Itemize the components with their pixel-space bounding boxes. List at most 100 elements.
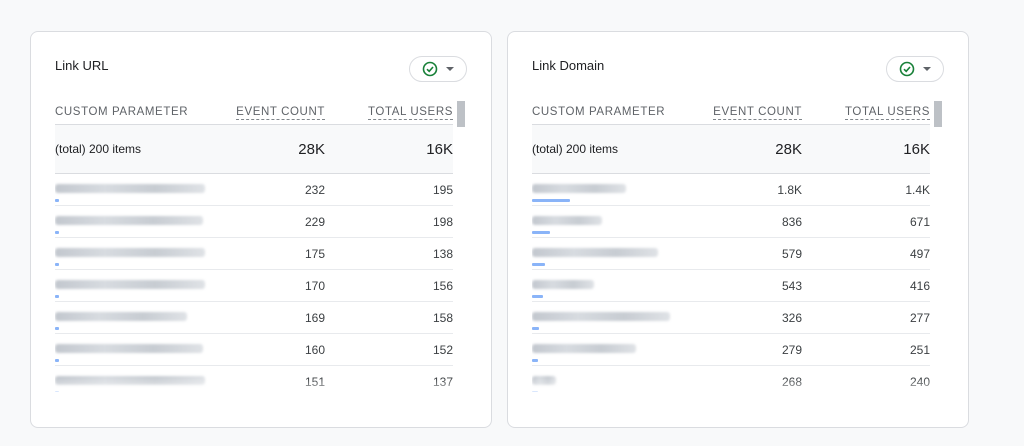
table-row[interactable]: 1.8K 1.4K (532, 174, 930, 206)
total-users-cell: 198 (432, 214, 453, 229)
scrollbar-thumb[interactable] (457, 101, 465, 127)
total-users-cell: 416 (909, 278, 930, 293)
total-users-cell: 158 (432, 310, 453, 325)
total-users-cell: 138 (432, 246, 453, 261)
total-users-cell: 277 (909, 310, 930, 325)
scrollbar-thumb[interactable] (934, 101, 942, 127)
redacted-text (532, 344, 636, 353)
total-row: (total) 200 items 28K 16K (55, 125, 453, 174)
event-count-cell: 229 (304, 214, 325, 229)
total-label: (total) 200 items (532, 142, 619, 156)
column-event-count[interactable]: EVENT COUNT (236, 106, 325, 120)
total-row: (total) 200 items 28K 16K (532, 125, 930, 174)
event-count-cell: 1.8K (777, 182, 802, 197)
total-users-cell: 497 (909, 246, 930, 261)
total-users-cell: 156 (432, 278, 453, 293)
total-users-cell: 671 (909, 214, 930, 229)
column-total-users[interactable]: TOTAL USERS (368, 106, 453, 120)
redacted-text (532, 280, 594, 289)
parameter-cell (532, 302, 712, 333)
table-row[interactable]: 175 138 (55, 238, 453, 270)
table-row[interactable]: 170 156 (55, 270, 453, 302)
redacted-text (55, 184, 205, 193)
parameter-cell (532, 174, 712, 205)
total-users-cell: 152 (432, 342, 453, 357)
parameter-cell (532, 238, 712, 269)
total-users-cell: 1.4K (905, 182, 930, 197)
event-count-cell: 579 (781, 246, 802, 261)
event-count-cell: 170 (304, 278, 325, 293)
event-count-cell: 279 (781, 342, 802, 357)
share-bar (532, 295, 544, 298)
check-circle-icon (899, 61, 915, 77)
table-row[interactable]: 160 152 (55, 334, 453, 366)
parameter-cell (532, 270, 712, 301)
total-users-cell: 195 (432, 182, 453, 197)
parameter-cell (55, 174, 235, 205)
parameter-cell (55, 206, 235, 237)
redacted-text (55, 280, 205, 289)
parameter-cell (532, 206, 712, 237)
share-bar (532, 231, 550, 234)
share-bar (55, 327, 59, 330)
table-row[interactable]: 229 198 (55, 206, 453, 238)
parameter-cell (532, 334, 712, 365)
event-count-cell: 175 (304, 246, 325, 261)
event-count-cell: 232 (304, 182, 325, 197)
event-count-cell: 160 (304, 342, 325, 357)
caret-down-icon (923, 67, 931, 71)
redacted-text (55, 248, 205, 257)
redacted-text (532, 184, 626, 193)
total-users: 16K (903, 140, 930, 158)
event-count-cell: 836 (781, 214, 802, 229)
parameter-cell (55, 334, 235, 365)
check-circle-icon (422, 61, 438, 77)
total-users: 16K (426, 140, 453, 158)
parameter-cell (55, 302, 235, 333)
total-users-cell: 251 (909, 342, 930, 357)
share-bar (55, 199, 59, 202)
share-bar (55, 295, 59, 298)
share-bar (55, 231, 59, 234)
column-total-users[interactable]: TOTAL USERS (845, 106, 930, 120)
column-custom-parameter[interactable]: CUSTOM PARAMETER (55, 106, 189, 118)
event-count-cell: 543 (781, 278, 802, 293)
share-bar (55, 359, 59, 362)
table-row[interactable]: 169 158 (55, 302, 453, 334)
table-header: CUSTOM PARAMETER EVENT COUNT TOTAL USERS (532, 100, 930, 125)
total-label: (total) 200 items (55, 142, 142, 156)
table-header: CUSTOM PARAMETER EVENT COUNT TOTAL USERS (55, 100, 453, 125)
compare-dropdown-button[interactable] (886, 56, 944, 82)
fade-overlay (55, 378, 465, 398)
redacted-text (532, 312, 670, 321)
table-row[interactable]: 579 497 (532, 238, 930, 270)
share-bar (532, 199, 571, 202)
parameter-cell (55, 238, 235, 269)
column-event-count[interactable]: EVENT COUNT (713, 106, 802, 120)
fade-overlay (532, 378, 942, 398)
total-event-count: 28K (775, 140, 802, 158)
link-url-card: Link URL CUSTOM PARAMETER EVENT COUNT TO… (30, 31, 492, 428)
data-table: CUSTOM PARAMETER EVENT COUNT TOTAL USERS… (55, 100, 453, 392)
redacted-text (532, 216, 602, 225)
share-bar (532, 327, 540, 330)
caret-down-icon (446, 67, 454, 71)
event-count-cell: 169 (304, 310, 325, 325)
event-count-cell: 326 (781, 310, 802, 325)
total-event-count: 28K (298, 140, 325, 158)
table-row[interactable]: 232 195 (55, 174, 453, 206)
table-row[interactable]: 836 671 (532, 206, 930, 238)
compare-dropdown-button[interactable] (409, 56, 467, 82)
card-title: Link URL (55, 58, 109, 73)
table-row[interactable]: 279 251 (532, 334, 930, 366)
share-bar (532, 359, 538, 362)
redacted-text (55, 216, 203, 225)
table-row[interactable]: 543 416 (532, 270, 930, 302)
redacted-text (55, 344, 203, 353)
data-table: CUSTOM PARAMETER EVENT COUNT TOTAL USERS… (532, 100, 930, 392)
table-row[interactable]: 326 277 (532, 302, 930, 334)
card-title: Link Domain (532, 58, 605, 73)
redacted-text (55, 312, 187, 321)
share-bar (532, 263, 545, 266)
column-custom-parameter[interactable]: CUSTOM PARAMETER (532, 106, 666, 118)
